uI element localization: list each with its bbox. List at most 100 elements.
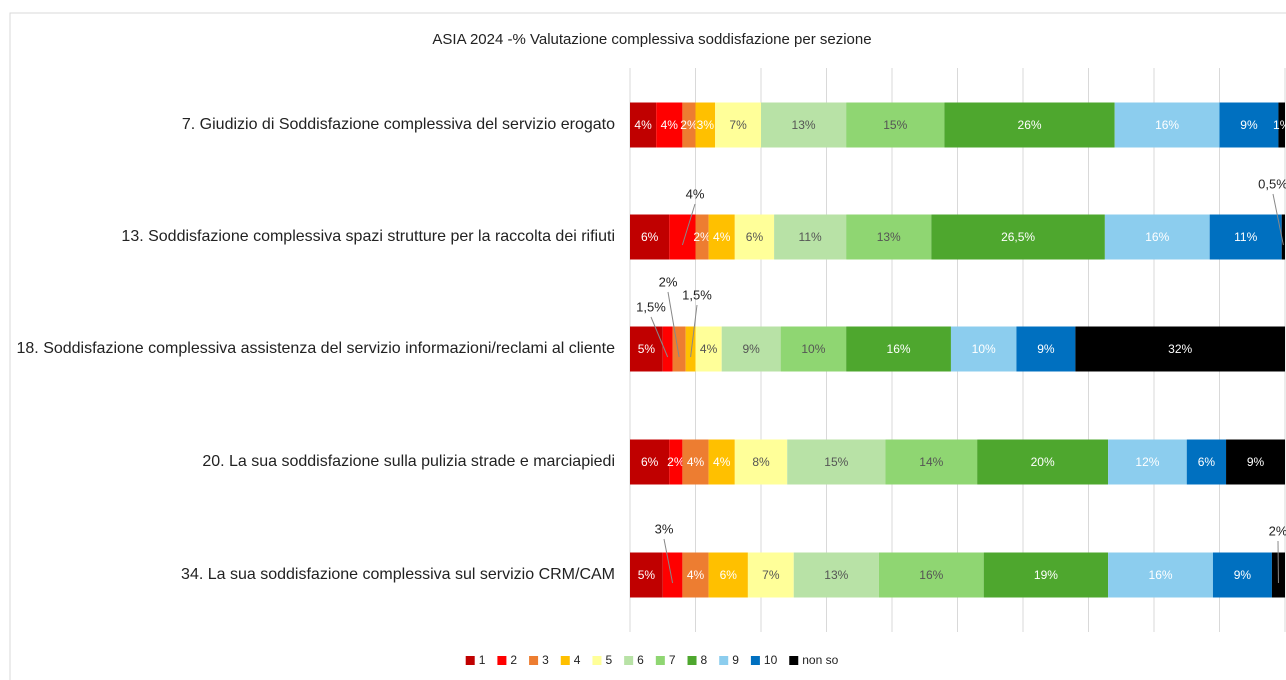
bar-segment	[695, 102, 716, 148]
leader-line	[681, 203, 696, 246]
data-label: 6%	[720, 568, 738, 582]
bar-segment	[682, 552, 709, 598]
legend-label: 7	[669, 653, 676, 667]
bar-segment	[885, 439, 978, 485]
bar-segment	[708, 439, 735, 485]
bar-segment	[983, 552, 1109, 598]
bar-segment	[774, 214, 847, 260]
category-label: 7. Giudizio di Soddisfazione complessiva…	[181, 116, 615, 133]
legend-label: 1	[479, 653, 486, 667]
data-label: 5%	[638, 568, 656, 582]
data-label: 13%	[877, 230, 901, 244]
bar-segment	[1114, 102, 1220, 148]
chart-frame	[9, 12, 1286, 680]
category-label: 34. La sua soddisfazione complessiva sul…	[181, 566, 615, 583]
bar-segment	[1226, 439, 1285, 485]
legend-swatch	[592, 656, 602, 665]
legend-swatch	[529, 656, 539, 665]
bar-segment	[682, 439, 709, 485]
data-label: 4%	[687, 568, 705, 582]
data-label: 15%	[883, 118, 907, 132]
data-label: 13%	[824, 568, 848, 582]
bar-segment	[685, 326, 696, 372]
leader-line	[663, 538, 674, 584]
legend-swatch	[655, 656, 665, 665]
data-label: 4%	[661, 118, 679, 132]
data-label: 6%	[641, 455, 659, 469]
data-label: 6%	[1198, 455, 1216, 469]
data-label: 16%	[919, 568, 943, 582]
data-label: 4%	[687, 455, 705, 469]
data-label: 4%	[686, 186, 705, 201]
data-label: 1,5%	[682, 287, 712, 302]
data-label: 13%	[792, 118, 816, 132]
data-label: 19%	[1034, 568, 1058, 582]
data-label: 6%	[641, 230, 659, 244]
leader-line	[650, 316, 669, 358]
bar-segment	[761, 102, 847, 148]
data-label: 4%	[634, 118, 652, 132]
legend-swatch	[687, 656, 697, 665]
legend-label: 5	[605, 653, 612, 667]
legend-swatch	[560, 656, 570, 665]
data-label: 14%	[919, 455, 943, 469]
legend-swatch	[719, 656, 729, 665]
data-label: 0,5%	[1258, 176, 1286, 191]
data-label: 20%	[1031, 455, 1055, 469]
bar-segment	[695, 214, 709, 260]
leader-line	[1272, 193, 1284, 246]
bar-segment	[944, 102, 1115, 148]
leader-line	[667, 291, 680, 358]
data-label: 3%	[655, 521, 674, 536]
bar-segment	[682, 102, 696, 148]
legend-label: 3	[542, 653, 549, 667]
bar-segment	[734, 214, 775, 260]
data-label: 4%	[713, 455, 731, 469]
bar-segment	[977, 439, 1109, 485]
bar-segment	[695, 326, 722, 372]
legend-swatch	[624, 656, 634, 665]
data-label: 16%	[1155, 118, 1179, 132]
category-label-box: 18. Soddisfazione complessiva assistenza…	[5, 319, 616, 379]
leader-line	[690, 304, 698, 358]
data-label: 15%	[824, 455, 848, 469]
bar-segment	[846, 102, 945, 148]
data-label: 26%	[1018, 118, 1042, 132]
bar-segment	[1016, 326, 1076, 372]
data-label: 2%	[693, 230, 711, 244]
category-label: 20. La sua soddisfazione sulla pulizia s…	[202, 453, 615, 470]
data-label: 9%	[743, 342, 761, 356]
data-label: 2%	[667, 455, 685, 469]
category-label-box: 7. Giudizio di Soddisfazione complessiva…	[5, 95, 615, 155]
bar-segment	[669, 439, 683, 485]
bar-segment	[669, 214, 696, 260]
bar-segment	[662, 326, 673, 372]
bar-segment	[715, 102, 761, 148]
bar-segment	[630, 326, 663, 372]
legend-label: 10	[764, 653, 778, 667]
bar-segment	[1219, 102, 1279, 148]
bar-segment	[630, 552, 663, 598]
bar-segment	[950, 326, 1017, 372]
bar-segment	[630, 102, 657, 148]
data-label: 7%	[762, 568, 780, 582]
legend-swatch	[750, 656, 760, 665]
bar-segment	[793, 552, 879, 598]
data-label: 16%	[1149, 568, 1173, 582]
legend-label: 2	[510, 653, 517, 667]
legend-label: 6	[637, 653, 644, 667]
category-label: 13. Soddisfazione complessiva spazi stru…	[121, 228, 615, 245]
bar-segment	[630, 439, 670, 485]
data-label: 11%	[1234, 230, 1257, 244]
data-label: 4%	[713, 230, 731, 244]
data-label: 9%	[1234, 568, 1252, 582]
bar-segment	[708, 214, 735, 260]
bar-segment	[656, 102, 683, 148]
bar-segment	[747, 552, 794, 598]
data-label: 12%	[1135, 455, 1159, 469]
data-label: 32%	[1168, 342, 1192, 356]
bar-segment	[846, 214, 932, 260]
bar-segment	[734, 439, 788, 485]
bar-segment	[721, 326, 781, 372]
